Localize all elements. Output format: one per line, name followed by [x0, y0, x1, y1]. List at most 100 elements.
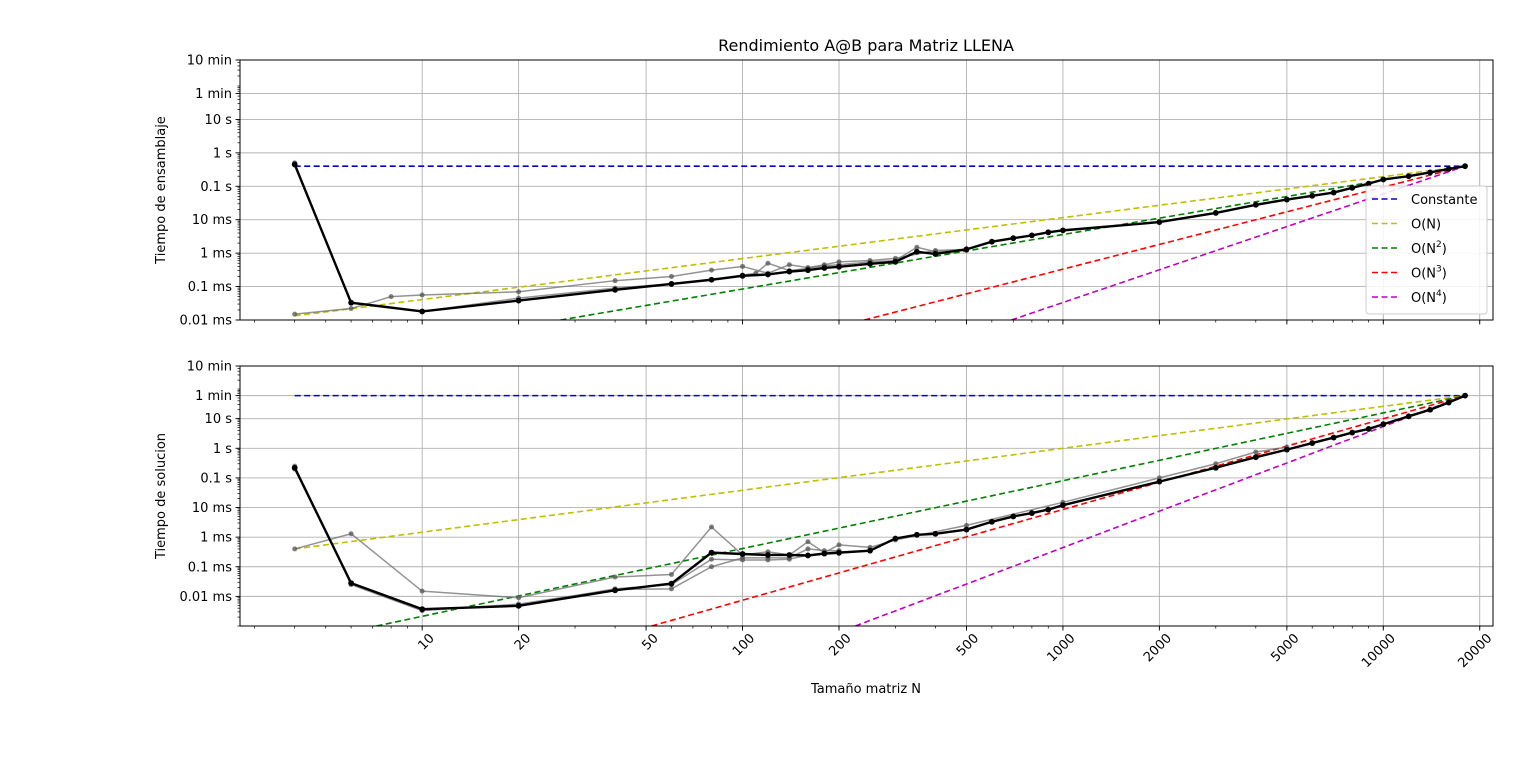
reference-line [294, 394, 1466, 550]
legend-label: O(N2) [1411, 240, 1447, 257]
mean-data-point [1252, 201, 1259, 208]
x-axis-label: Tamaño matriz N [810, 682, 921, 697]
plot-area [291, 160, 1468, 320]
mean-data-point [821, 550, 828, 557]
mean-data-point [1427, 406, 1434, 413]
reference-line [651, 394, 1466, 626]
reference-line [376, 394, 1466, 626]
mean-data-point [1380, 176, 1387, 183]
run-data-point [914, 244, 920, 250]
mean-data-point [988, 518, 995, 525]
run-data-point [668, 571, 674, 577]
legend-label-exponent: 3 [1436, 265, 1442, 275]
legend-label-text: O(N) [1411, 218, 1441, 233]
mean-data-point [708, 549, 715, 556]
mean-data-point [988, 238, 995, 245]
run-data-point [388, 294, 394, 300]
run-data-point [612, 278, 618, 284]
mean-data-point [668, 580, 675, 587]
mean-data-point [708, 276, 715, 283]
chart-title: Rendimiento A@B para Matriz LLENA [718, 36, 1014, 55]
y-tick-label: 10 s [205, 113, 233, 128]
y-tick-label: 1 s [213, 146, 232, 161]
mean-data-point [932, 250, 939, 257]
y-tick-label: 10 ms [192, 213, 232, 228]
run-data-point [1253, 449, 1259, 455]
y-tick-label: 1 ms [200, 247, 232, 262]
run-data-point [963, 522, 969, 528]
run-data-point [668, 586, 674, 592]
mean-data-point [1156, 219, 1163, 225]
run-data-point [668, 274, 674, 280]
y-tick-label: 0.01 ms [179, 314, 232, 329]
mean-data-point [291, 161, 298, 168]
mean-data-point [1010, 513, 1017, 520]
run-data-point [292, 546, 298, 552]
reference-line [864, 165, 1466, 320]
legend-label: O(N4) [1411, 289, 1447, 306]
y-axis-label: Tiempo de solucion [154, 433, 169, 560]
legend-label-text: Constante [1411, 193, 1477, 208]
legend-label-close: ) [1442, 242, 1447, 257]
y-tick-label: 1 s [213, 442, 232, 457]
run-data-point [709, 564, 715, 570]
y-tick-label: 0.01 ms [179, 590, 232, 605]
run-data-point [786, 556, 792, 562]
run-data-point [516, 595, 522, 601]
mean-data-point [765, 271, 771, 278]
legend-label-close: ) [1442, 291, 1447, 306]
plot-area [291, 392, 1468, 626]
mean-data-point [1212, 209, 1219, 216]
axes-frame [239, 365, 1494, 627]
mean-data-point [419, 308, 426, 315]
y-tick-label: 1 min [195, 87, 232, 102]
legend-label-exponent: 2 [1436, 240, 1442, 250]
y-tick-label: 0.1 ms [188, 560, 232, 575]
mean-data-point [1330, 434, 1337, 441]
mean-data-point [1309, 440, 1316, 446]
mean-data-point [867, 547, 873, 554]
run-data-point [709, 524, 715, 530]
reference-line [560, 165, 1466, 320]
mean-data-point [1045, 229, 1052, 236]
mean-data-point [1365, 426, 1372, 432]
legend-label-exponent: 4 [1436, 289, 1442, 299]
legend-label: Constante [1411, 193, 1477, 208]
mean-data-point [892, 258, 899, 265]
mean-data-point [291, 464, 298, 471]
mean-data-point [1212, 464, 1219, 471]
mean-data-point [1309, 192, 1316, 199]
mean-data-point [1060, 502, 1066, 509]
y-tick-label: 1 min [195, 389, 232, 404]
mean-data-point [765, 552, 771, 558]
mean-data-point [963, 246, 970, 253]
mean-data-point [913, 248, 920, 255]
mean-data-point [805, 552, 811, 559]
mean-data-point [1462, 163, 1468, 170]
mean-data-point [1349, 184, 1356, 191]
legend-label-text: O(N [1411, 242, 1436, 257]
legend-label-text: O(N [1411, 267, 1436, 282]
legend-box [1365, 185, 1488, 315]
axes-frame [239, 59, 1494, 321]
reference-line [294, 165, 1466, 317]
run-data-point [612, 574, 618, 580]
run-data-point [709, 267, 715, 273]
mean-data-point [612, 587, 618, 594]
y-tick-label: 0.1 s [200, 471, 232, 486]
mean-data-point [1060, 227, 1066, 234]
mean-data-point [1283, 446, 1290, 453]
mean-data-point [836, 263, 842, 270]
run-data-point [348, 306, 354, 312]
mean-data-point [836, 549, 842, 556]
run-data-point [348, 531, 354, 537]
mean-data-point [1028, 232, 1035, 239]
mean-data-point [515, 602, 522, 609]
run-data-point [786, 262, 792, 268]
run-data-point [765, 557, 771, 563]
mean-data-point [892, 535, 899, 542]
mean-data-point [612, 286, 618, 293]
legend-label: O(N) [1411, 218, 1441, 233]
mean-data-point [1330, 189, 1337, 196]
